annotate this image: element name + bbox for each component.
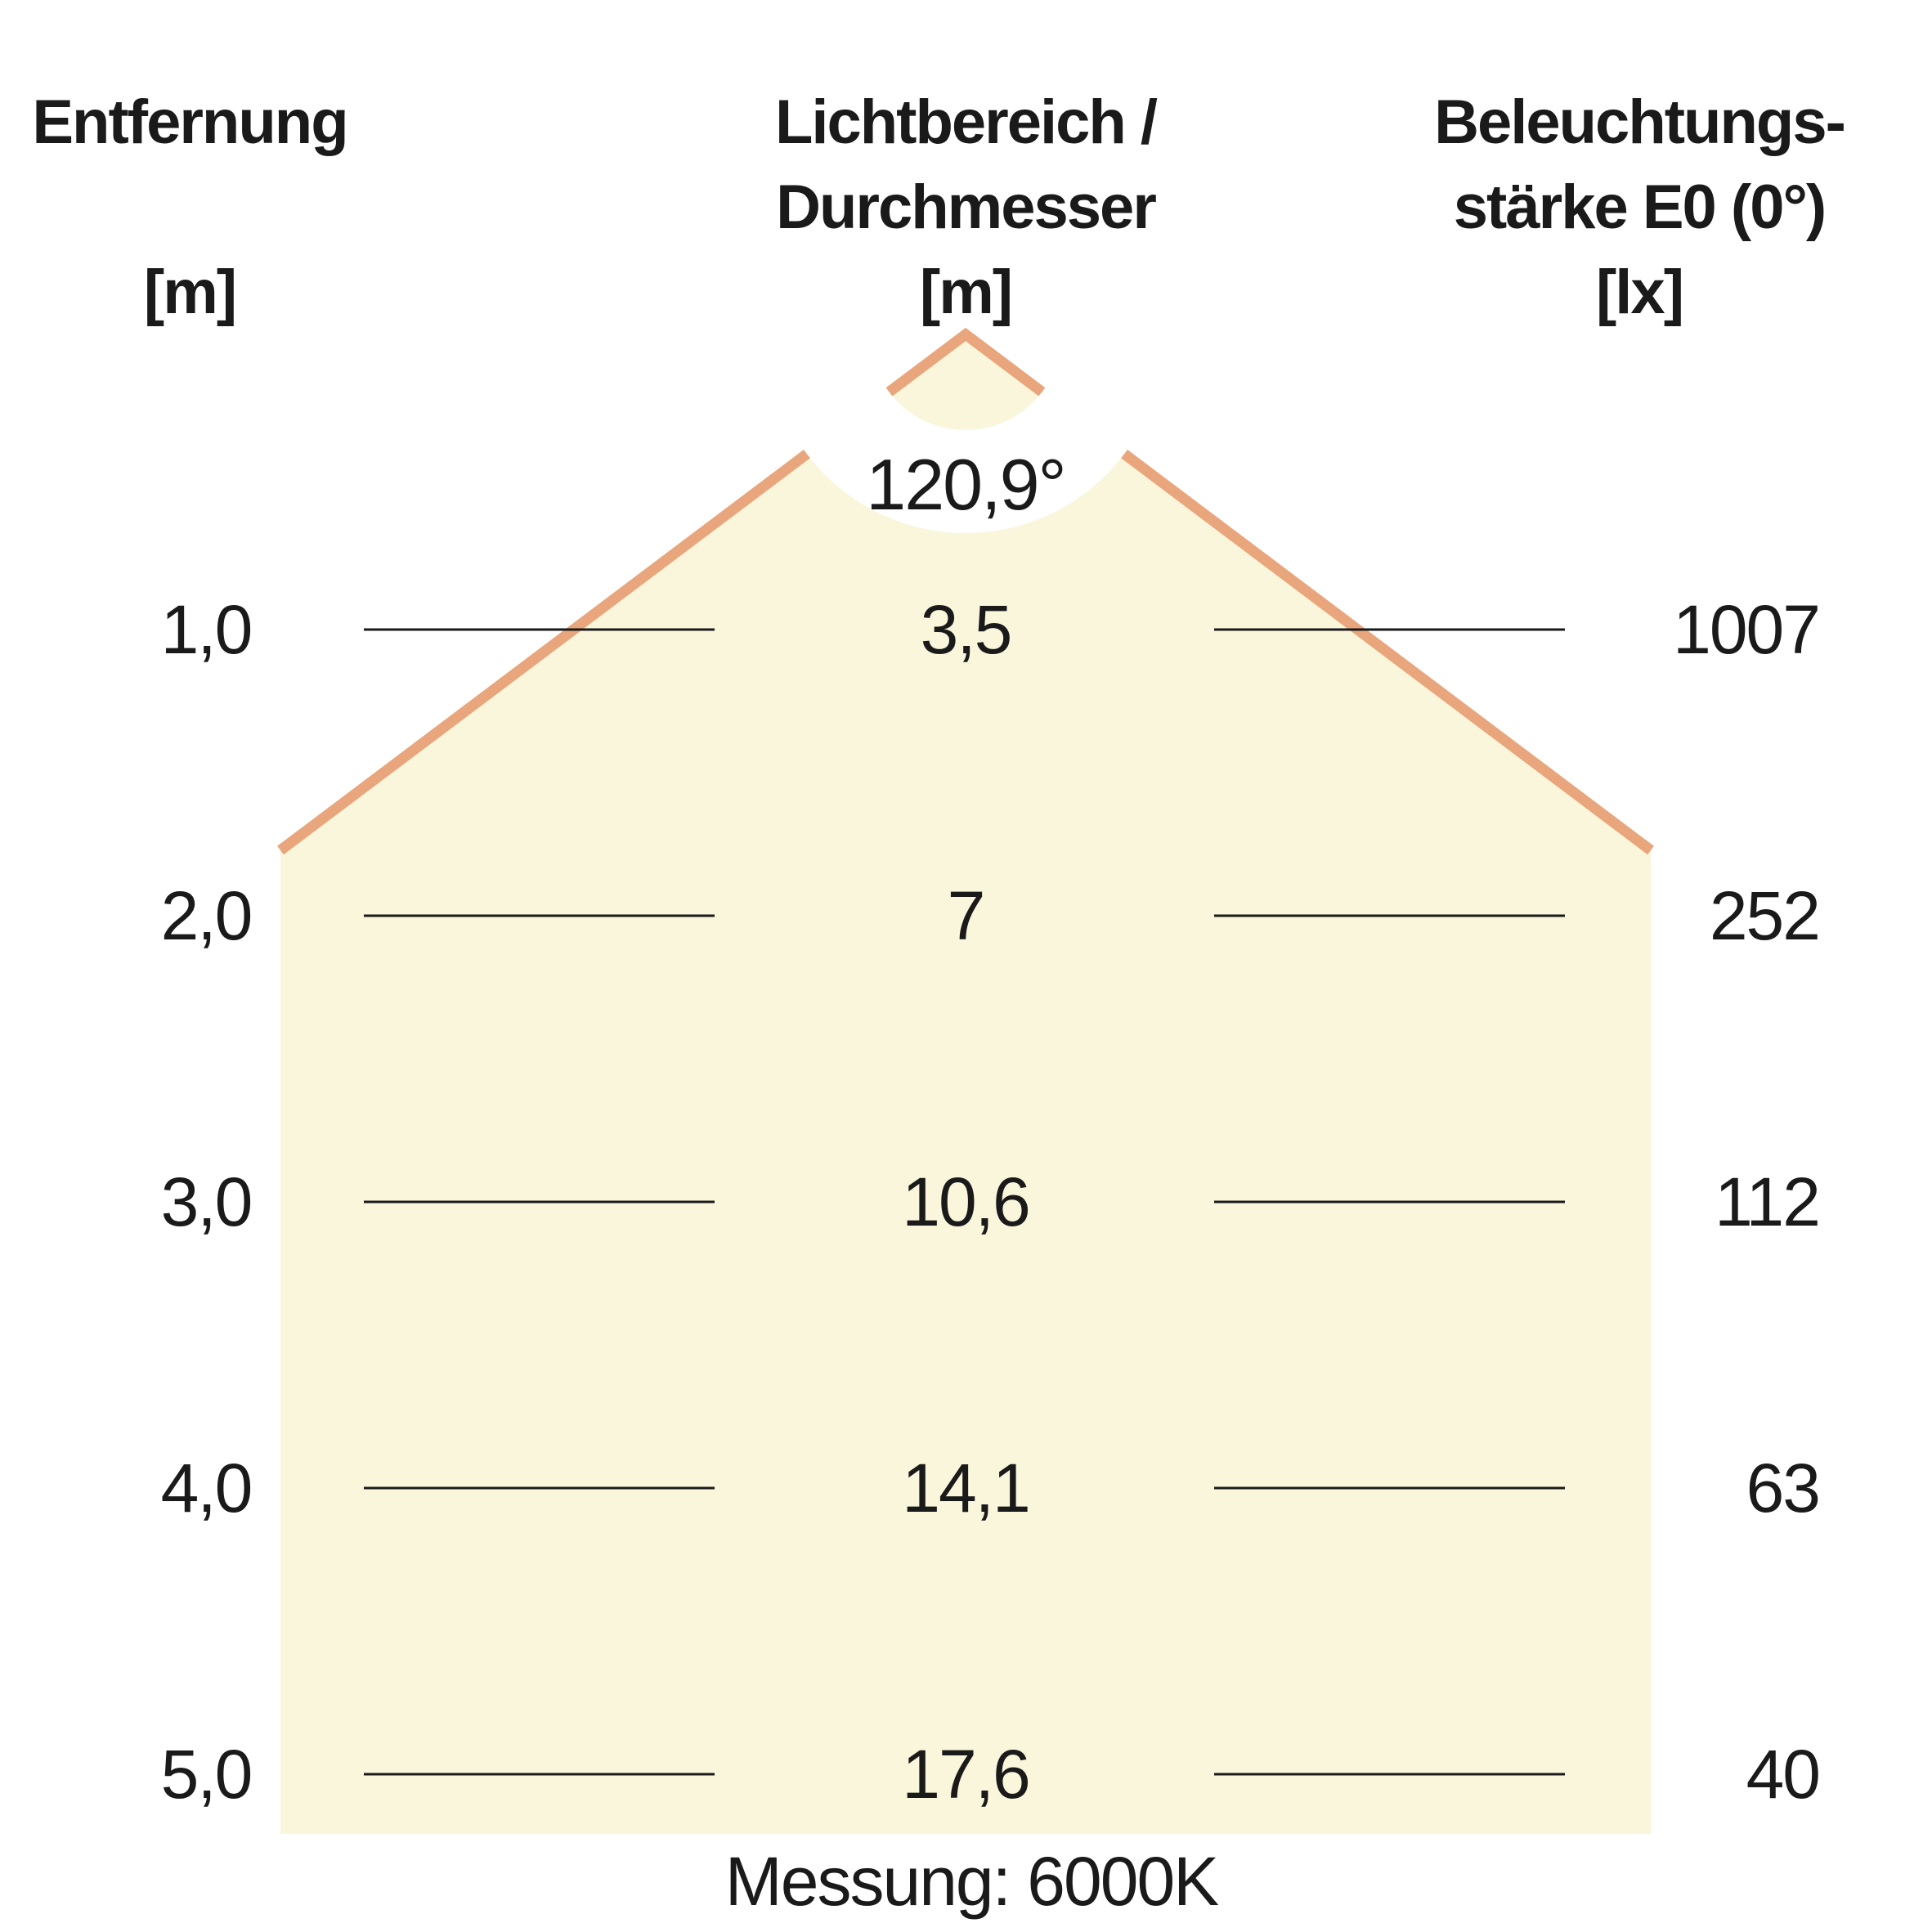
distance-value: 5,0: [160, 1736, 253, 1813]
illuminance-value: 63: [1746, 1450, 1821, 1526]
column-unit-illuminance: [lx]: [1596, 258, 1684, 327]
beam-angle-arc-band: [767, 136, 1164, 533]
light-cone-fill: [280, 334, 1651, 1834]
diameter-value: 17,6: [902, 1736, 1031, 1813]
distance-value: 4,0: [160, 1450, 253, 1526]
distance-value: 3,0: [160, 1163, 253, 1240]
distance-value: 1,0: [160, 591, 253, 668]
column-header-illuminance: Beleuchtungs- stärke E0 (0°): [1434, 87, 1846, 242]
column-header-diameter: Lichtbereich / Durchmesser: [774, 87, 1158, 242]
column-header-distance: Entfernung: [32, 87, 348, 157]
illuminance-value: 252: [1709, 877, 1821, 954]
illuminance-value: 112: [1715, 1163, 1821, 1240]
distance-value: 2,0: [160, 877, 253, 954]
diameter-value: 7: [947, 877, 986, 954]
column-unit-distance: [m]: [143, 258, 237, 327]
light-cone-edge: [277, 327, 1654, 855]
measurement-caption: Messung: 6000K: [724, 1843, 1219, 1920]
diameter-value: 14,1: [902, 1450, 1031, 1526]
diameter-value: 3,5: [920, 591, 1013, 668]
diameter-value: 10,6: [902, 1163, 1031, 1240]
illuminance-value: 1007: [1673, 591, 1821, 668]
illuminance-value: 40: [1746, 1736, 1821, 1813]
column-unit-diameter: [m]: [919, 258, 1013, 327]
beam-angle-label: 120,9°: [866, 444, 1066, 525]
